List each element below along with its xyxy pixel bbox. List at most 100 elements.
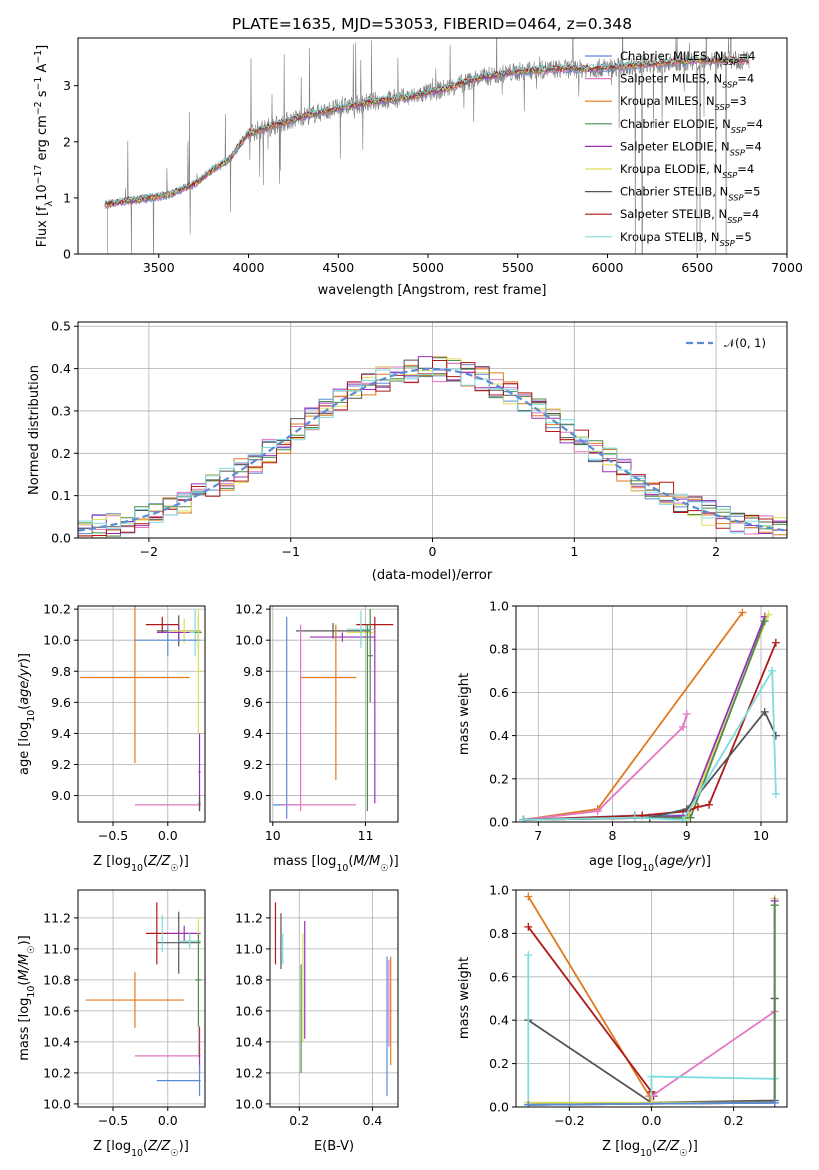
z-age-ytick-label: 9.2 [51, 757, 71, 772]
spectrum-ylabel-part: −1 [33, 50, 44, 64]
mass-age-ytick-label: 9.6 [243, 695, 263, 710]
ebv-mass-point [280, 940, 282, 942]
z-mass-ytick-label: 10.2 [43, 1065, 71, 1080]
spectrum-xtick-label: 6000 [592, 260, 624, 275]
spectrum-legend-label: Chabrier ELODIE, NSSP=4 [620, 117, 763, 135]
age-weight-xlabel-part: age/yr [659, 854, 702, 869]
residuals-legend-label: 𝒩(0, 1) [724, 336, 766, 350]
ebv-mass-ytick-label: 11.0 [235, 941, 263, 956]
z-weight-marker [524, 951, 533, 960]
mass-age-xlabel-part: ☉ [380, 863, 388, 874]
age-weight-marker [760, 617, 769, 626]
residuals-ytick-label: 0.5 [51, 319, 71, 334]
z-age-frame [77, 605, 206, 823]
mass-age-xlabel-part: mass [log [273, 854, 336, 869]
age-weight-marker [630, 813, 639, 822]
z-mass-point [167, 1055, 169, 1057]
spectrum-frame [77, 37, 788, 255]
z-mass-point [178, 1080, 180, 1082]
mass-age-ytick-label: 10.0 [235, 633, 263, 648]
z-mass-ytick-label: 10.4 [43, 1034, 71, 1049]
age-weight-marker [679, 722, 688, 731]
mass-age-point [360, 628, 362, 630]
age-weight-marker [682, 710, 691, 718]
spectrum-legend-label-part: Chabrier ELODIE, N [620, 117, 731, 131]
age-weight-xtick-label: 10 [753, 828, 769, 843]
age-weight-marker [771, 731, 780, 740]
z-mass-xtick-label: −0.5 [98, 1113, 128, 1128]
age-weight-xlabel: age [log10(age/yr)] [589, 854, 711, 874]
mass-age-ytick-label: 9.0 [243, 788, 263, 803]
z-age-ylabel-part: )] [17, 653, 32, 663]
age-weight-marker [686, 813, 695, 822]
spectrum-xtick-label: 3500 [143, 260, 175, 275]
spectrum-legend-label: Salpeter MILES, NSSP=4 [620, 72, 754, 90]
ebv-mass-ytick-label: 10.8 [235, 972, 263, 987]
z-weight-marker [524, 1100, 533, 1107]
ebv-mass-xlabel: E(B-V) [314, 1139, 354, 1154]
spectrum-legend-label: Chabrier STELIB, NSSP=5 [620, 185, 760, 203]
z-mass-point [161, 932, 163, 935]
ebv-mass: 0.2 0.4 10.0 10.2 10.4 10.6 10.8 11.0 11.2 E(B-V) [235, 889, 399, 1154]
z-weight-series-line [650, 998, 776, 1097]
age-weight-xtick-label: 7 [534, 828, 542, 843]
mass-age-ytick-label: 9.4 [243, 726, 263, 741]
residuals-ytick-label: 0.0 [51, 531, 71, 546]
z-age-xlabel-part: Z/Z [147, 854, 171, 869]
spectrum-xtick-label: 4000 [233, 260, 265, 275]
z-mass-ylabel-part: ☉ [26, 945, 37, 953]
z-weight-ylabel: mass weight [457, 957, 472, 1039]
mass-age-point [369, 655, 371, 657]
spectrum-xtick-label: 4500 [322, 260, 354, 275]
ebv-mass-point [300, 1018, 302, 1020]
spectrum-ylabel-part: −1 [33, 77, 44, 91]
mass-age-xtick-label: 10 [265, 828, 281, 843]
mass-age-point [327, 676, 330, 679]
z-age-point [167, 804, 169, 806]
ebv-mass-ytick-label: 10.4 [235, 1034, 263, 1049]
z-age-point [167, 639, 169, 641]
z-mass-ylabel-part: M/M [17, 954, 32, 981]
age-weight-marker [679, 815, 688, 822]
z-mass-ylabel-part: mass [log [17, 998, 32, 1061]
z-weight-xlabel-part: )] [688, 1139, 698, 1154]
ebv-mass-point [282, 948, 284, 950]
age-weight-ytick-label: 0.8 [489, 642, 509, 657]
z-weight-xtick-label: 0.0 [642, 1113, 662, 1128]
ebv-mass-point [386, 1025, 388, 1027]
spectrum-ylabel-part: 10 [35, 184, 50, 201]
mass-age-xlabel-part: ( [348, 854, 353, 869]
age-weight-marker [519, 815, 528, 822]
spectrum-legend-label-part: SSP [727, 215, 742, 225]
z-age-xtick-label: −0.5 [98, 828, 128, 843]
age-weight-ylabel: mass weight [457, 673, 472, 755]
residuals-plot [78, 322, 787, 538]
residuals-gaussian-curve [78, 367, 787, 532]
spectrum-ytick-label: 1 [63, 190, 71, 205]
ebv-mass-ytick-label: 11.2 [235, 910, 263, 925]
spectrum-ylabel-part: −2 [33, 101, 44, 115]
z-mass-xlabel-part: Z/Z [147, 1139, 171, 1154]
z-weight-xtick-label: −0.2 [554, 1113, 584, 1128]
spectrum-ylabel-part: erg cm [35, 115, 50, 164]
z-weight-series-line [527, 896, 653, 1103]
mass-age-point [374, 624, 376, 626]
residuals-ytick-label: 0.4 [51, 361, 71, 376]
z-age-plot [78, 606, 205, 822]
spectrum-legend-label-part: =3 [730, 94, 747, 108]
age-weight-marker [771, 789, 780, 798]
spectrum-ylabel-part: −17 [33, 165, 44, 185]
age-weight-ytick-label: 0.4 [489, 728, 509, 743]
z-weight-ytick-label: 0.6 [489, 969, 509, 984]
spectrum-legend-label-part: =4 [742, 207, 759, 221]
z-mass-ytick-label: 10.8 [43, 972, 71, 987]
z-weight-series-line [528, 1101, 775, 1106]
z-age-xlabel-part: )] [179, 854, 189, 869]
spectrum-legend-label-part: SSP [728, 193, 743, 203]
residuals-xtick-label: −2 [140, 544, 158, 559]
z-age-xlabel-part: 10 [131, 863, 143, 874]
age-weight-marker [771, 638, 780, 647]
age-weight-marker [593, 807, 602, 816]
z-weight-marker [524, 922, 533, 931]
